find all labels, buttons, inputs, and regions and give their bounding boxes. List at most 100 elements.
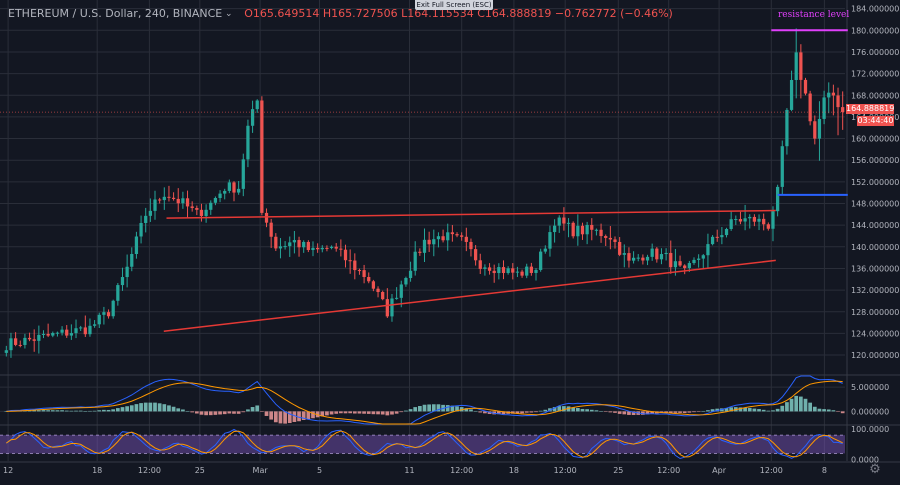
candle-body[interactable] (51, 333, 55, 336)
candle-body[interactable] (399, 284, 403, 298)
candle-body[interactable] (408, 270, 413, 278)
candle-body[interactable] (139, 223, 143, 237)
chevron-down-icon[interactable]: ⌄ (225, 9, 233, 19)
candle-body[interactable] (176, 198, 180, 204)
candle-body[interactable] (106, 312, 111, 317)
candle-body[interactable] (367, 277, 371, 282)
candle-body[interactable] (357, 270, 362, 272)
candle-body[interactable] (376, 288, 380, 293)
candle-body[interactable] (74, 328, 78, 334)
candle-body[interactable] (701, 255, 705, 259)
candle-body[interactable] (381, 292, 385, 300)
candle-body[interactable] (69, 333, 73, 336)
candle-body[interactable] (464, 236, 468, 242)
candle-body[interactable] (576, 225, 580, 237)
candle-body[interactable] (250, 109, 255, 126)
candle-body[interactable] (223, 190, 227, 194)
candle-body[interactable] (659, 254, 664, 260)
candle-body[interactable] (529, 266, 533, 273)
candle-body[interactable] (195, 207, 199, 210)
candle-body[interactable] (548, 232, 552, 249)
candle-body[interactable] (288, 242, 292, 247)
candle-body[interactable] (92, 324, 97, 326)
candle-body[interactable] (144, 215, 148, 224)
candle-body[interactable] (343, 249, 348, 261)
upper-trendline[interactable] (166, 209, 776, 219)
candle-body[interactable] (264, 212, 269, 223)
candle-body[interactable] (199, 209, 204, 216)
candle-body[interactable] (79, 327, 83, 329)
candle-body[interactable] (799, 52, 803, 80)
candle-body[interactable] (320, 247, 324, 250)
candle-body[interactable] (729, 219, 733, 229)
candle-body[interactable] (167, 196, 171, 198)
candle-body[interactable] (483, 267, 487, 269)
candle-body[interactable] (446, 232, 450, 241)
candle-body[interactable] (390, 298, 394, 317)
candle-body[interactable] (297, 240, 301, 248)
candle-body[interactable] (776, 186, 780, 212)
candle-body[interactable] (325, 247, 329, 249)
candle-body[interactable] (316, 247, 320, 250)
candle-body[interactable] (9, 338, 13, 351)
candle-body[interactable] (473, 249, 478, 261)
candle-body[interactable] (130, 254, 134, 267)
candle-body[interactable] (822, 97, 826, 119)
candle-body[interactable] (102, 312, 106, 315)
candle-body[interactable] (520, 271, 524, 276)
candle-body[interactable] (218, 193, 222, 198)
candle-body[interactable] (255, 100, 259, 110)
candle-body[interactable] (511, 268, 515, 273)
candle-body[interactable] (687, 263, 691, 269)
candle-body[interactable] (562, 217, 566, 224)
candle-body[interactable] (120, 277, 125, 286)
candle-body[interactable] (158, 199, 162, 201)
candle-body[interactable] (111, 300, 115, 317)
candle-body[interactable] (785, 109, 789, 147)
candle-body[interactable] (418, 251, 422, 253)
candle-body[interactable] (125, 266, 129, 278)
gear-icon[interactable]: ⚙ (869, 462, 881, 477)
candle-body[interactable] (566, 222, 571, 224)
candle-body[interactable] (241, 159, 245, 189)
candle-body[interactable] (636, 257, 640, 259)
candle-body[interactable] (422, 239, 427, 253)
candle-body[interactable] (734, 219, 738, 221)
candle-body[interactable] (539, 251, 543, 270)
candle-body[interactable] (274, 236, 278, 249)
candle-body[interactable] (492, 270, 496, 274)
candle-body[interactable] (692, 259, 696, 264)
candle-body[interactable] (803, 79, 808, 94)
candle-body[interactable] (27, 337, 32, 340)
exit-fullscreen-tooltip[interactable]: Exit Full Screen (ESC) (415, 0, 493, 10)
candle-body[interactable] (552, 225, 557, 233)
candle-body[interactable] (627, 253, 631, 261)
candle-body[interactable] (32, 339, 36, 341)
candle-body[interactable] (116, 285, 120, 301)
candle-body[interactable] (836, 95, 840, 108)
candle-body[interactable] (60, 329, 64, 333)
candle-body[interactable] (88, 325, 92, 335)
candle-body[interactable] (246, 125, 250, 160)
candle-body[interactable] (752, 216, 757, 222)
candle-body[interactable] (311, 247, 315, 251)
candle-body[interactable] (571, 222, 575, 237)
candle-body[interactable] (362, 270, 366, 278)
candle-body[interactable] (715, 236, 719, 238)
candle-body[interactable] (645, 256, 650, 261)
candle-body[interactable] (209, 202, 213, 210)
candle-body[interactable] (817, 118, 822, 139)
candle-body[interactable] (599, 229, 603, 237)
candle-body[interactable] (669, 252, 673, 268)
stoch-rsi-pane[interactable] (0, 428, 845, 460)
candle-body[interactable] (706, 244, 710, 256)
candle-body[interactable] (334, 246, 338, 249)
candle-body[interactable] (46, 333, 50, 336)
candle-body[interactable] (83, 327, 87, 335)
candle-body[interactable] (134, 236, 139, 255)
candle-body[interactable] (501, 267, 506, 274)
candle-body[interactable] (766, 224, 770, 229)
candle-body[interactable] (460, 235, 464, 237)
candle-body[interactable] (506, 268, 510, 274)
